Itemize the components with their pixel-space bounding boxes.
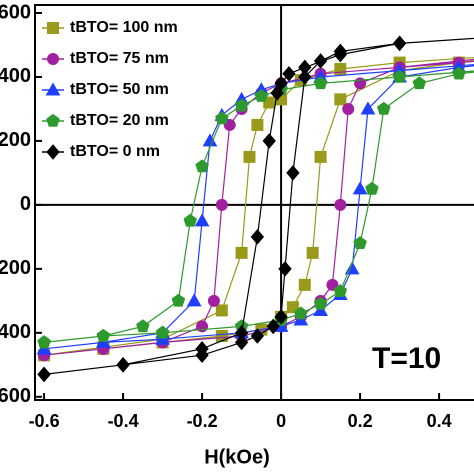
data-point: [116, 357, 130, 373]
data-point: [215, 198, 228, 211]
y-tick-label: 600: [0, 1, 31, 23]
y-tick-label: -600: [0, 385, 31, 407]
data-point: [37, 366, 51, 383]
data-point: [313, 296, 328, 310]
data-point: [186, 293, 202, 307]
data-point: [352, 181, 368, 195]
data-point: [155, 325, 170, 339]
data-point: [313, 53, 328, 69]
data-point: [306, 246, 319, 259]
data-point: [266, 318, 280, 335]
legend-marker: [46, 144, 60, 160]
data-point: [234, 334, 249, 351]
data-point: [294, 306, 308, 320]
plot-area: [36, 35, 474, 383]
data-point: [215, 330, 228, 343]
data-point: [412, 76, 427, 90]
data-point: [250, 328, 265, 344]
data-point: [243, 150, 256, 163]
data-point: [365, 181, 379, 195]
legend-label: tBTO= 20 nm: [70, 112, 169, 129]
data-point: [37, 335, 51, 349]
x-axis-label: H(kOe): [204, 446, 270, 468]
data-point: [342, 102, 355, 115]
data-point: [392, 69, 407, 83]
data-point: [183, 213, 197, 227]
data-point: [171, 293, 186, 307]
x-tick-label: -0.2: [187, 411, 218, 431]
data-point: [298, 278, 311, 291]
legend-marker: [47, 53, 59, 65]
data-point: [326, 278, 339, 291]
data-point: [334, 62, 347, 75]
legend-marker: [47, 22, 59, 34]
x-tick-label: 0: [276, 411, 286, 431]
data-point: [333, 284, 348, 297]
x-tick-label: -0.4: [108, 411, 139, 431]
y-tick-label: 200: [0, 129, 31, 151]
legend-label: tBTO= 50 nm: [70, 81, 169, 98]
data-point: [194, 213, 210, 227]
data-point: [136, 319, 150, 333]
data-point: [195, 347, 209, 363]
data-point: [215, 304, 228, 317]
legend-label: tBTO= 100 nm: [70, 19, 178, 36]
data-point: [270, 85, 284, 101]
data-point: [392, 35, 407, 52]
data-point: [250, 229, 265, 245]
data-point: [274, 309, 288, 325]
data-point: [223, 118, 236, 131]
data-point: [360, 101, 376, 115]
data-point: [286, 301, 299, 314]
data-point: [298, 69, 312, 85]
data-point: [286, 165, 300, 181]
data-point: [334, 198, 347, 211]
legend-marker: [45, 82, 61, 96]
data-point: [207, 294, 220, 307]
data-point: [452, 66, 466, 80]
legend-label: tBTO= 0 nm: [70, 143, 160, 160]
legend-marker: [46, 113, 60, 127]
data-point: [377, 101, 391, 115]
annotation: T=10: [372, 342, 441, 375]
data-point: [333, 43, 347, 60]
data-point: [215, 111, 229, 125]
data-point: [314, 150, 327, 163]
data-point: [263, 96, 276, 109]
data-point: [334, 93, 347, 106]
x-tick-label: -0.6: [29, 411, 60, 431]
data-point: [278, 261, 292, 277]
data-point: [282, 65, 296, 82]
data-point: [254, 89, 269, 102]
y-tick-label: -400: [0, 321, 31, 343]
data-point: [262, 133, 276, 149]
x-tick-label: 0.2: [348, 411, 373, 431]
data-point: [234, 98, 249, 112]
legend-label: tBTO= 75 nm: [70, 50, 169, 67]
y-tick-label: 0: [20, 193, 31, 215]
plot-frame: [34, 4, 474, 401]
data-point: [353, 236, 367, 249]
y-tick-label: 400: [0, 65, 31, 87]
data-point: [251, 118, 264, 131]
data-point: [195, 159, 209, 173]
x-tick-label: 0.4: [427, 411, 452, 431]
data-point: [313, 76, 328, 90]
y-tick-label: -200: [0, 257, 31, 279]
data-point: [235, 246, 248, 259]
data-point: [96, 328, 111, 342]
